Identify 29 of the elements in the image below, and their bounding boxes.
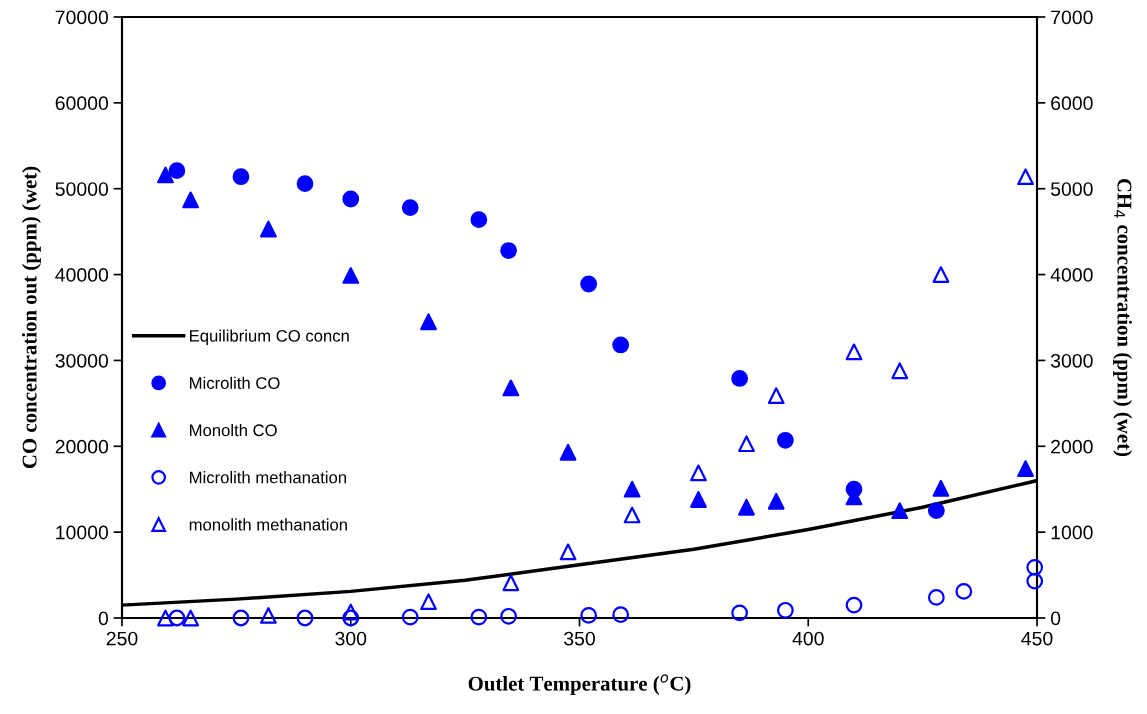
y2-tick-label: 1000 bbox=[1051, 525, 1093, 540]
y2-tick-label: 0 bbox=[1050, 611, 1061, 626]
legend-label: Monolth CO bbox=[190, 423, 277, 437]
legend-label: monolith methanation bbox=[189, 518, 347, 531]
y2-tick-label: 5000 bbox=[1050, 182, 1093, 196]
x-tick-label: 450 bbox=[1021, 631, 1053, 646]
legend-label: Microlith methanation bbox=[190, 471, 346, 484]
y2-tick-label: 6000 bbox=[1051, 96, 1093, 111]
y-tick-label: 60000 bbox=[55, 96, 109, 111]
x-tick-label: 400 bbox=[792, 631, 824, 646]
y-tick-label: 70000 bbox=[55, 10, 109, 25]
y-tick-label: 0 bbox=[98, 611, 109, 626]
y-tick-label: 50000 bbox=[55, 182, 109, 196]
x-axis-title: Outlet Temperature ($^{o}$C) bbox=[468, 674, 691, 695]
y2-tick-label: 7000 bbox=[1051, 10, 1093, 25]
y-tick-label: 10000 bbox=[56, 525, 109, 540]
x-tick-label: 250 bbox=[106, 631, 138, 646]
y2-axis-title: CH$_{4}$ concentration (ppm) (wet) bbox=[1113, 178, 1133, 457]
y2-tick-label: 3000 bbox=[1050, 353, 1093, 368]
y-tick-label: 20000 bbox=[55, 439, 109, 454]
x-tick-label: 300 bbox=[335, 631, 367, 646]
y-tick-label: 40000 bbox=[55, 268, 109, 282]
x-tick-label: 350 bbox=[564, 631, 595, 646]
y-axis-title: CO concentration out (ppm) (wet) bbox=[21, 166, 41, 469]
legend-label: Microlith CO bbox=[190, 376, 280, 389]
y-tick-label: 30000 bbox=[55, 353, 109, 368]
y2-tick-label: 2000 bbox=[1051, 439, 1093, 454]
legend-label: Equilibrium CO concn bbox=[190, 329, 349, 346]
y2-tick-label: 4000 bbox=[1050, 268, 1093, 282]
